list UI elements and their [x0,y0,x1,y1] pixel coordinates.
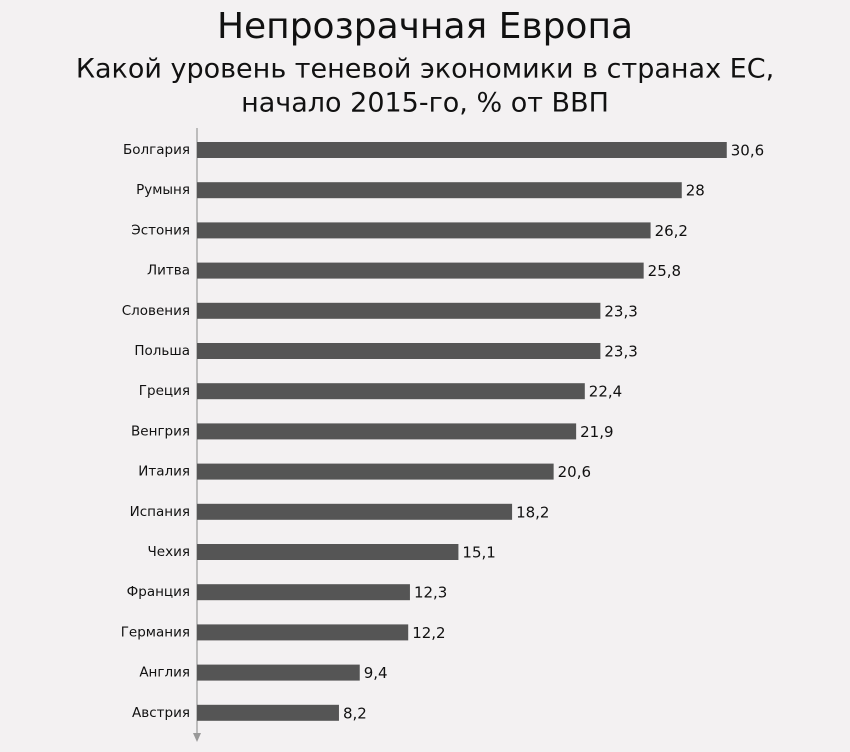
category-label: Италия [138,464,190,480]
bar [197,584,410,601]
bar [197,383,585,400]
value-label: 23,3 [604,302,637,320]
value-label: 12,2 [412,624,445,642]
chart-subtitle: Какой уровень теневой экономики в страна… [76,54,774,85]
category-label: Греция [139,383,190,399]
value-label: 18,2 [516,503,549,521]
category-label: Румыня [136,182,190,198]
bar [197,624,409,641]
value-label: 26,2 [655,222,688,240]
value-label: 23,3 [604,343,637,361]
bar [197,463,554,480]
chart-title: Непрозрачная Европа [217,6,633,47]
value-label: 30,6 [731,142,764,160]
category-label: Эстония [131,222,190,238]
category-label: Литва [147,263,190,279]
bar [197,544,459,560]
bar [197,503,513,520]
axis-arrow [193,733,201,742]
bar [197,182,682,199]
bar [197,704,339,721]
bar [197,262,644,279]
category-label: Польша [134,343,190,359]
category-label: Словения [122,303,190,319]
value-label: 9,4 [364,664,388,682]
category-label: Испания [130,504,190,520]
bar [197,302,601,319]
chart-subtitle: начало 2015-го, % от ВВП [241,88,609,119]
value-label: 8,2 [343,704,367,722]
category-label: Чехия [148,544,190,560]
bar [197,142,727,158]
value-label: 12,3 [414,584,447,602]
category-label: Германия [121,624,190,640]
category-label: Австрия [132,705,190,721]
value-label: 21,9 [580,423,613,441]
bar [197,343,601,359]
category-label: Англия [139,665,190,681]
category-label: Болгария [123,142,190,158]
value-label: 28 [686,182,705,200]
value-label: 25,8 [648,262,681,280]
bar [197,222,651,239]
bar [197,664,360,681]
value-label: 20,6 [558,463,591,481]
value-label: 15,1 [462,544,495,562]
bar [197,423,577,440]
category-label: Венгрия [131,423,190,439]
value-label: 22,4 [589,383,622,401]
category-label: Франция [127,584,190,600]
